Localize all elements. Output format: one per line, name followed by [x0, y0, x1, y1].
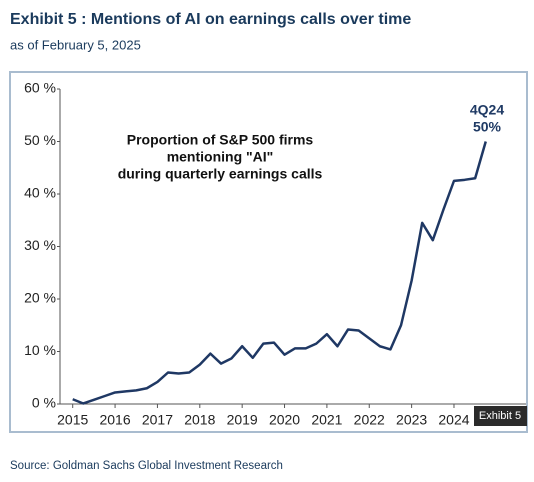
- annotation: mentioning "AI": [167, 149, 274, 165]
- x-tick-label: 2017: [142, 412, 173, 428]
- chart-title: Exhibit 5 : Mentions of AI on earnings c…: [10, 11, 411, 28]
- badge-text: Exhibit 5: [479, 410, 521, 422]
- badge: [474, 406, 527, 426]
- y-tick-label: 30 %: [24, 237, 56, 253]
- chart-frame: [9, 71, 528, 433]
- x-tick-label: 2022: [354, 412, 385, 428]
- y-tick-label: 40 %: [24, 185, 56, 201]
- x-tick-label: 2016: [99, 412, 130, 428]
- annotation: 4Q24: [470, 102, 504, 118]
- x-tick-label: 2021: [311, 412, 342, 428]
- data-line: [72, 141, 487, 405]
- x-tick-label: 2024: [438, 412, 469, 428]
- annotation: Proportion of S&P 500 firms: [127, 132, 314, 148]
- y-tick-label: 50 %: [24, 132, 56, 148]
- data-label: 50%: [473, 119, 502, 135]
- x-tick-label: 2018: [184, 412, 215, 428]
- y-tick-label: 10 %: [24, 342, 56, 358]
- y-tick-label: 60 %: [24, 80, 56, 96]
- y-tick-label: 20 %: [24, 290, 56, 306]
- x-tick-label: 2015: [57, 412, 88, 428]
- annotation: during quarterly earnings calls: [118, 166, 323, 182]
- y-tick-label: 0 %: [32, 395, 56, 411]
- x-tick-label: 2020: [269, 412, 300, 428]
- chart-subtitle: as of February 5, 2025: [10, 37, 141, 52]
- x-tick-label: 2019: [227, 412, 258, 428]
- source: Source: Goldman Sachs Global Investment …: [10, 460, 283, 472]
- x-tick-label: 2023: [396, 412, 427, 428]
